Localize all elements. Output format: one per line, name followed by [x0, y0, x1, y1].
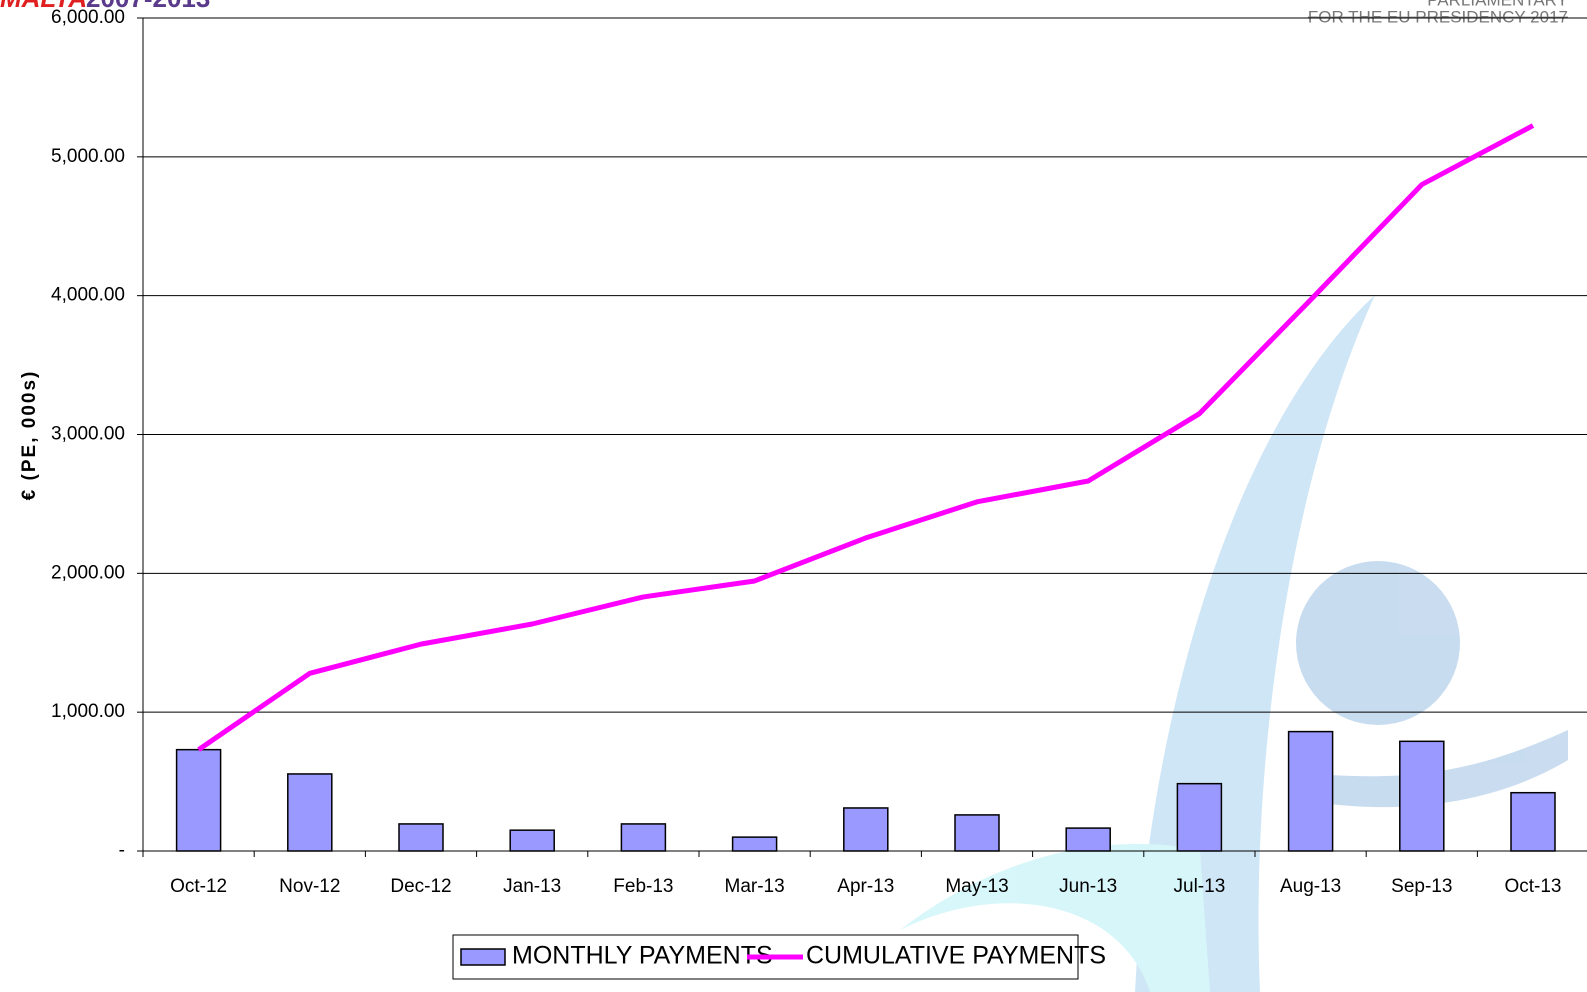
y-axis-label: € (PE, 000s)	[19, 370, 40, 501]
x-tick-label: Oct-12	[170, 876, 227, 897]
brand: MALTA	[0, 0, 87, 13]
bar	[509, 829, 555, 852]
x-tick-label: Jul-13	[1174, 876, 1226, 897]
header-right-top: PARLIAMENTARY	[1427, 0, 1568, 9]
x-tick-label: Oct-13	[1504, 876, 1561, 897]
x-tick-label: Jun-13	[1059, 876, 1117, 897]
legend-label: CUMULATIVE PAYMENTS	[806, 942, 1106, 970]
legend-label: MONTHLY PAYMENTS	[512, 942, 773, 970]
x-tick-label: Feb-13	[613, 876, 673, 897]
bar	[1399, 740, 1445, 852]
legend-swatch	[460, 948, 506, 966]
x-tick-label: Dec-12	[390, 876, 451, 897]
x-tick-label: Apr-13	[837, 876, 894, 897]
y-tick-label: 4,000.00	[51, 285, 125, 306]
bar	[954, 814, 1000, 852]
bar	[175, 748, 222, 852]
x-tick-label: Mar-13	[725, 876, 785, 897]
bar	[398, 823, 444, 852]
x-tick-label: Sep-13	[1391, 876, 1452, 897]
header-right-bottom: FOR THE EU PRESIDENCY 2017	[1308, 7, 1568, 26]
y-tick-label: 3,000.00	[51, 424, 125, 445]
bar	[1510, 791, 1556, 852]
x-tick-label: May-13	[945, 876, 1008, 897]
bar	[620, 823, 667, 852]
bar	[287, 773, 333, 852]
bar	[1176, 782, 1223, 852]
y-tick-label: 1,000.00	[51, 701, 125, 722]
y-tick-label: -	[119, 840, 125, 861]
bar	[1065, 827, 1111, 852]
y-tick-label: 2,000.00	[51, 562, 125, 583]
line	[197, 123, 1535, 752]
bar	[731, 836, 778, 852]
brand-years: 2007-2013	[86, 0, 210, 13]
bar	[843, 807, 889, 852]
x-tick-label: Jan-13	[503, 876, 561, 897]
bar	[1287, 730, 1334, 852]
x-tick-label: Aug-13	[1280, 876, 1341, 897]
x-tick-label: Nov-12	[279, 876, 340, 897]
y-tick-label: 5,000.00	[51, 146, 125, 167]
y-tick-label: 6,000.00	[51, 7, 125, 28]
